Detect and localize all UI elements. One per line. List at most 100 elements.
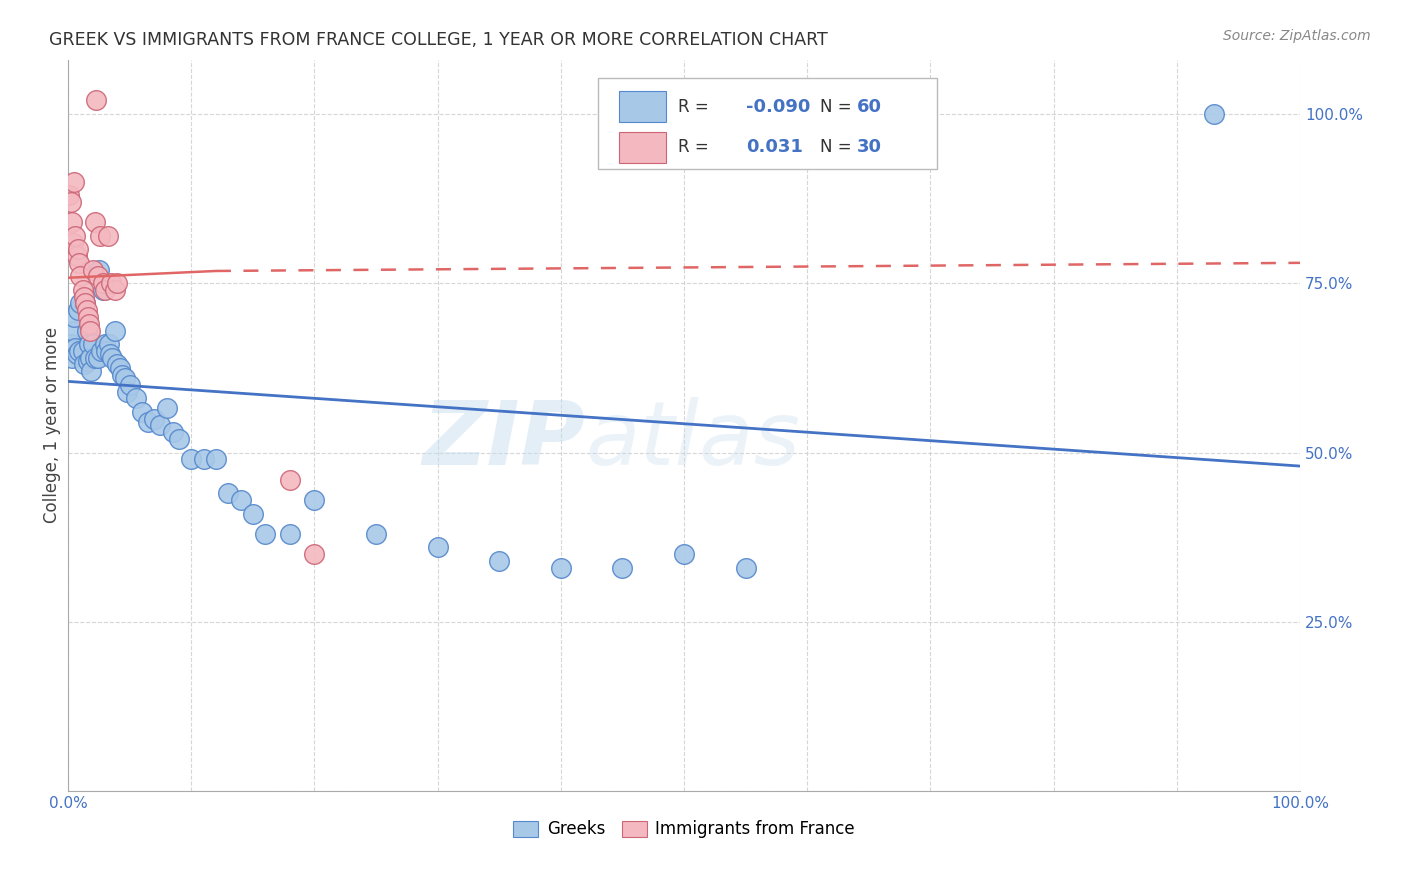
Point [115,384,138,399]
Point [205,452,228,467]
Text: Source: ZipAtlas.com: Source: ZipAtlas.com [1223,29,1371,43]
Point [143,411,166,425]
Point [67,343,90,358]
Point [94,283,117,297]
Point [63,175,86,189]
Point [91,283,114,297]
Point [72,343,94,358]
Point [65,228,87,243]
Point [673,547,696,561]
FancyBboxPatch shape [619,91,665,122]
Point [90,343,112,358]
Point [488,554,510,568]
Point [105,358,128,372]
Text: N =: N = [820,138,856,156]
Point [364,526,387,541]
Point [80,364,103,378]
Point [114,371,136,385]
Point [304,492,326,507]
Point [73,290,96,304]
Y-axis label: College, 1 year or more: College, 1 year or more [44,327,60,524]
Point [96,343,118,358]
Point [87,262,110,277]
Point [66,303,89,318]
Point [278,526,301,541]
Point [426,541,449,555]
Point [97,337,120,351]
Point [73,358,96,372]
Point [62,235,84,250]
Point [100,276,122,290]
Point [131,405,153,419]
Point [77,337,100,351]
Point [82,337,104,351]
Point [86,269,108,284]
Point [75,296,97,310]
Point [104,283,127,297]
Point [79,351,101,365]
Text: ZIP: ZIP [423,397,585,483]
Text: atlas: atlas [585,397,800,483]
Point [167,432,190,446]
Text: N =: N = [820,98,856,116]
Point [65,341,87,355]
Point [91,276,114,290]
Point [111,368,134,382]
Text: -0.090: -0.090 [745,98,810,116]
Text: GREEK VS IMMIGRANTS FROM FRANCE COLLEGE, 1 YEAR OR MORE CORRELATION CHART: GREEK VS IMMIGRANTS FROM FRANCE COLLEGE,… [49,31,828,49]
Point [180,452,202,467]
Point [242,507,264,521]
Text: R =: R = [678,98,714,116]
Point [612,560,634,574]
Point [105,276,128,290]
Point [66,242,89,256]
Point [98,347,121,361]
Text: R =: R = [678,138,714,156]
Point [1202,107,1225,121]
Point [229,492,252,507]
Point [278,473,301,487]
Text: 0.031: 0.031 [745,138,803,156]
FancyBboxPatch shape [598,78,936,169]
Text: 60: 60 [856,98,882,116]
Point [89,228,111,243]
Point [59,337,82,351]
Point [58,188,80,202]
Point [734,560,756,574]
Point [101,351,124,365]
Point [96,228,118,243]
Point [550,560,572,574]
Point [60,215,83,229]
Point [72,283,94,297]
Point [156,401,179,416]
Point [75,296,97,310]
Point [118,377,141,392]
Point [94,337,117,351]
Point [62,324,84,338]
Point [67,256,90,270]
Point [162,425,184,440]
Point [66,347,89,361]
Point [304,547,326,561]
Point [59,194,82,209]
Point [136,415,159,429]
Point [125,392,148,406]
Point [82,262,104,277]
Point [84,351,107,365]
Point [108,360,131,375]
Point [77,317,100,331]
FancyBboxPatch shape [619,132,665,162]
Text: 30: 30 [856,138,882,156]
Point [104,324,127,338]
Point [86,351,108,365]
Point [69,296,91,310]
Point [86,93,108,107]
Point [193,452,215,467]
Point [217,486,239,500]
Point [76,310,98,324]
Point [84,215,107,229]
Point [254,526,277,541]
Point [76,354,98,368]
Legend: Greeks, Immigrants from France: Greeks, Immigrants from France [506,814,862,845]
Point [69,269,91,284]
